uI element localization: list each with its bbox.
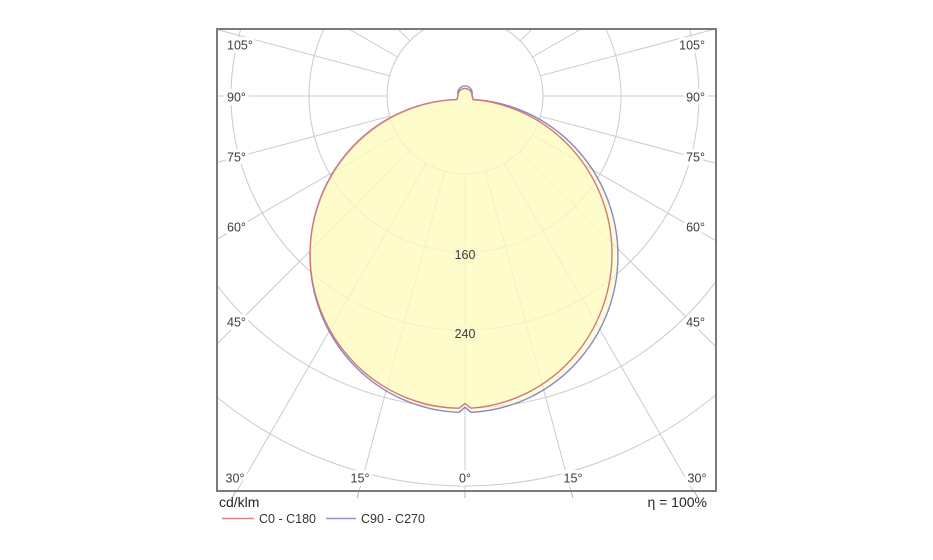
angle-label-right-45: 45° [686, 316, 705, 330]
legend-label-c0-c180: C0 - C180 [259, 512, 316, 526]
angle-label-bottom-0: 0° [459, 472, 471, 486]
angle-label-bottom-30r: 30° [688, 472, 707, 486]
angle-label-left-45: 45° [227, 316, 246, 330]
angle-labels-right: 105° 90° 75° 60° 45° [676, 35, 709, 333]
angle-labels-bottom: 30° 15° 0° 15° 30° [222, 468, 710, 489]
angle-label-right-105: 105° [679, 39, 705, 53]
angle-label-bottom-15r: 15° [564, 472, 583, 486]
angle-label-left-90: 90° [227, 91, 246, 105]
ring-label-240: 240 [455, 327, 476, 341]
bottom-ticks [231, 490, 699, 499]
angle-label-left-105: 105° [227, 39, 253, 53]
angle-label-right-75: 75° [686, 151, 705, 165]
unit-label: cd/klm [219, 494, 259, 510]
legend: cd/klm C0 - C180 C90 - C270 η = 100% [219, 494, 707, 526]
angle-label-bottom-15l: 15° [351, 472, 370, 486]
distribution-curves [309, 85, 619, 414]
angle-label-left-60: 60° [227, 221, 246, 235]
angle-label-right-60: 60° [686, 221, 705, 235]
angle-label-right-90: 90° [686, 91, 705, 105]
curve-c0-c180 [309, 87, 613, 409]
efficiency-label: η = 100% [647, 494, 707, 510]
chart-frame [216, 28, 717, 492]
angle-label-left-75: 75° [227, 151, 246, 165]
ring-labels: 160 240 [451, 245, 479, 345]
angle-label-bottom-30l: 30° [226, 472, 245, 486]
angle-labels-left: 105° 90° 75° 60° 45° [224, 35, 257, 333]
ring-label-160: 160 [455, 248, 476, 262]
legend-label-c90-c270: C90 - C270 [361, 512, 425, 526]
